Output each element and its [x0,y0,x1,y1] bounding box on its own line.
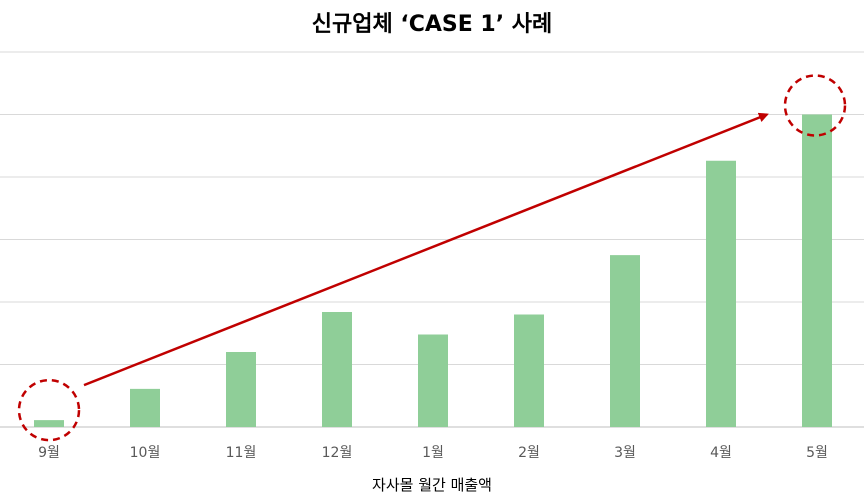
trend-arrow [83,112,769,387]
highlight-circle-5월 [783,74,847,137]
bar-4월 [706,160,736,427]
x-tick-label: 5월 [806,445,828,461]
bar-2월 [514,314,544,427]
bar-11월 [226,352,256,427]
highlight-circle-9월 [17,378,81,442]
x-tick-label: 12월 [322,445,353,461]
x-tick-label: 4월 [710,445,732,461]
x-tick-label: 10월 [130,445,161,461]
bar-3월 [610,255,640,427]
chart-title: 신규업체 ‘CASE 1’ 사례 [311,12,553,37]
bar-1월 [418,334,448,427]
x-tick-label: 9월 [38,445,60,461]
bar-12월 [322,312,352,427]
bar-5월 [802,114,832,427]
x-tick-label: 2월 [518,445,540,461]
x-axis-title: 자사몰 월간 매출액 [372,476,492,494]
x-tick-label: 3월 [614,445,636,461]
x-tick-label: 11월 [226,445,257,461]
bar-9월 [34,420,64,427]
x-tick-label: 1월 [422,445,444,461]
bar-10월 [130,388,160,427]
